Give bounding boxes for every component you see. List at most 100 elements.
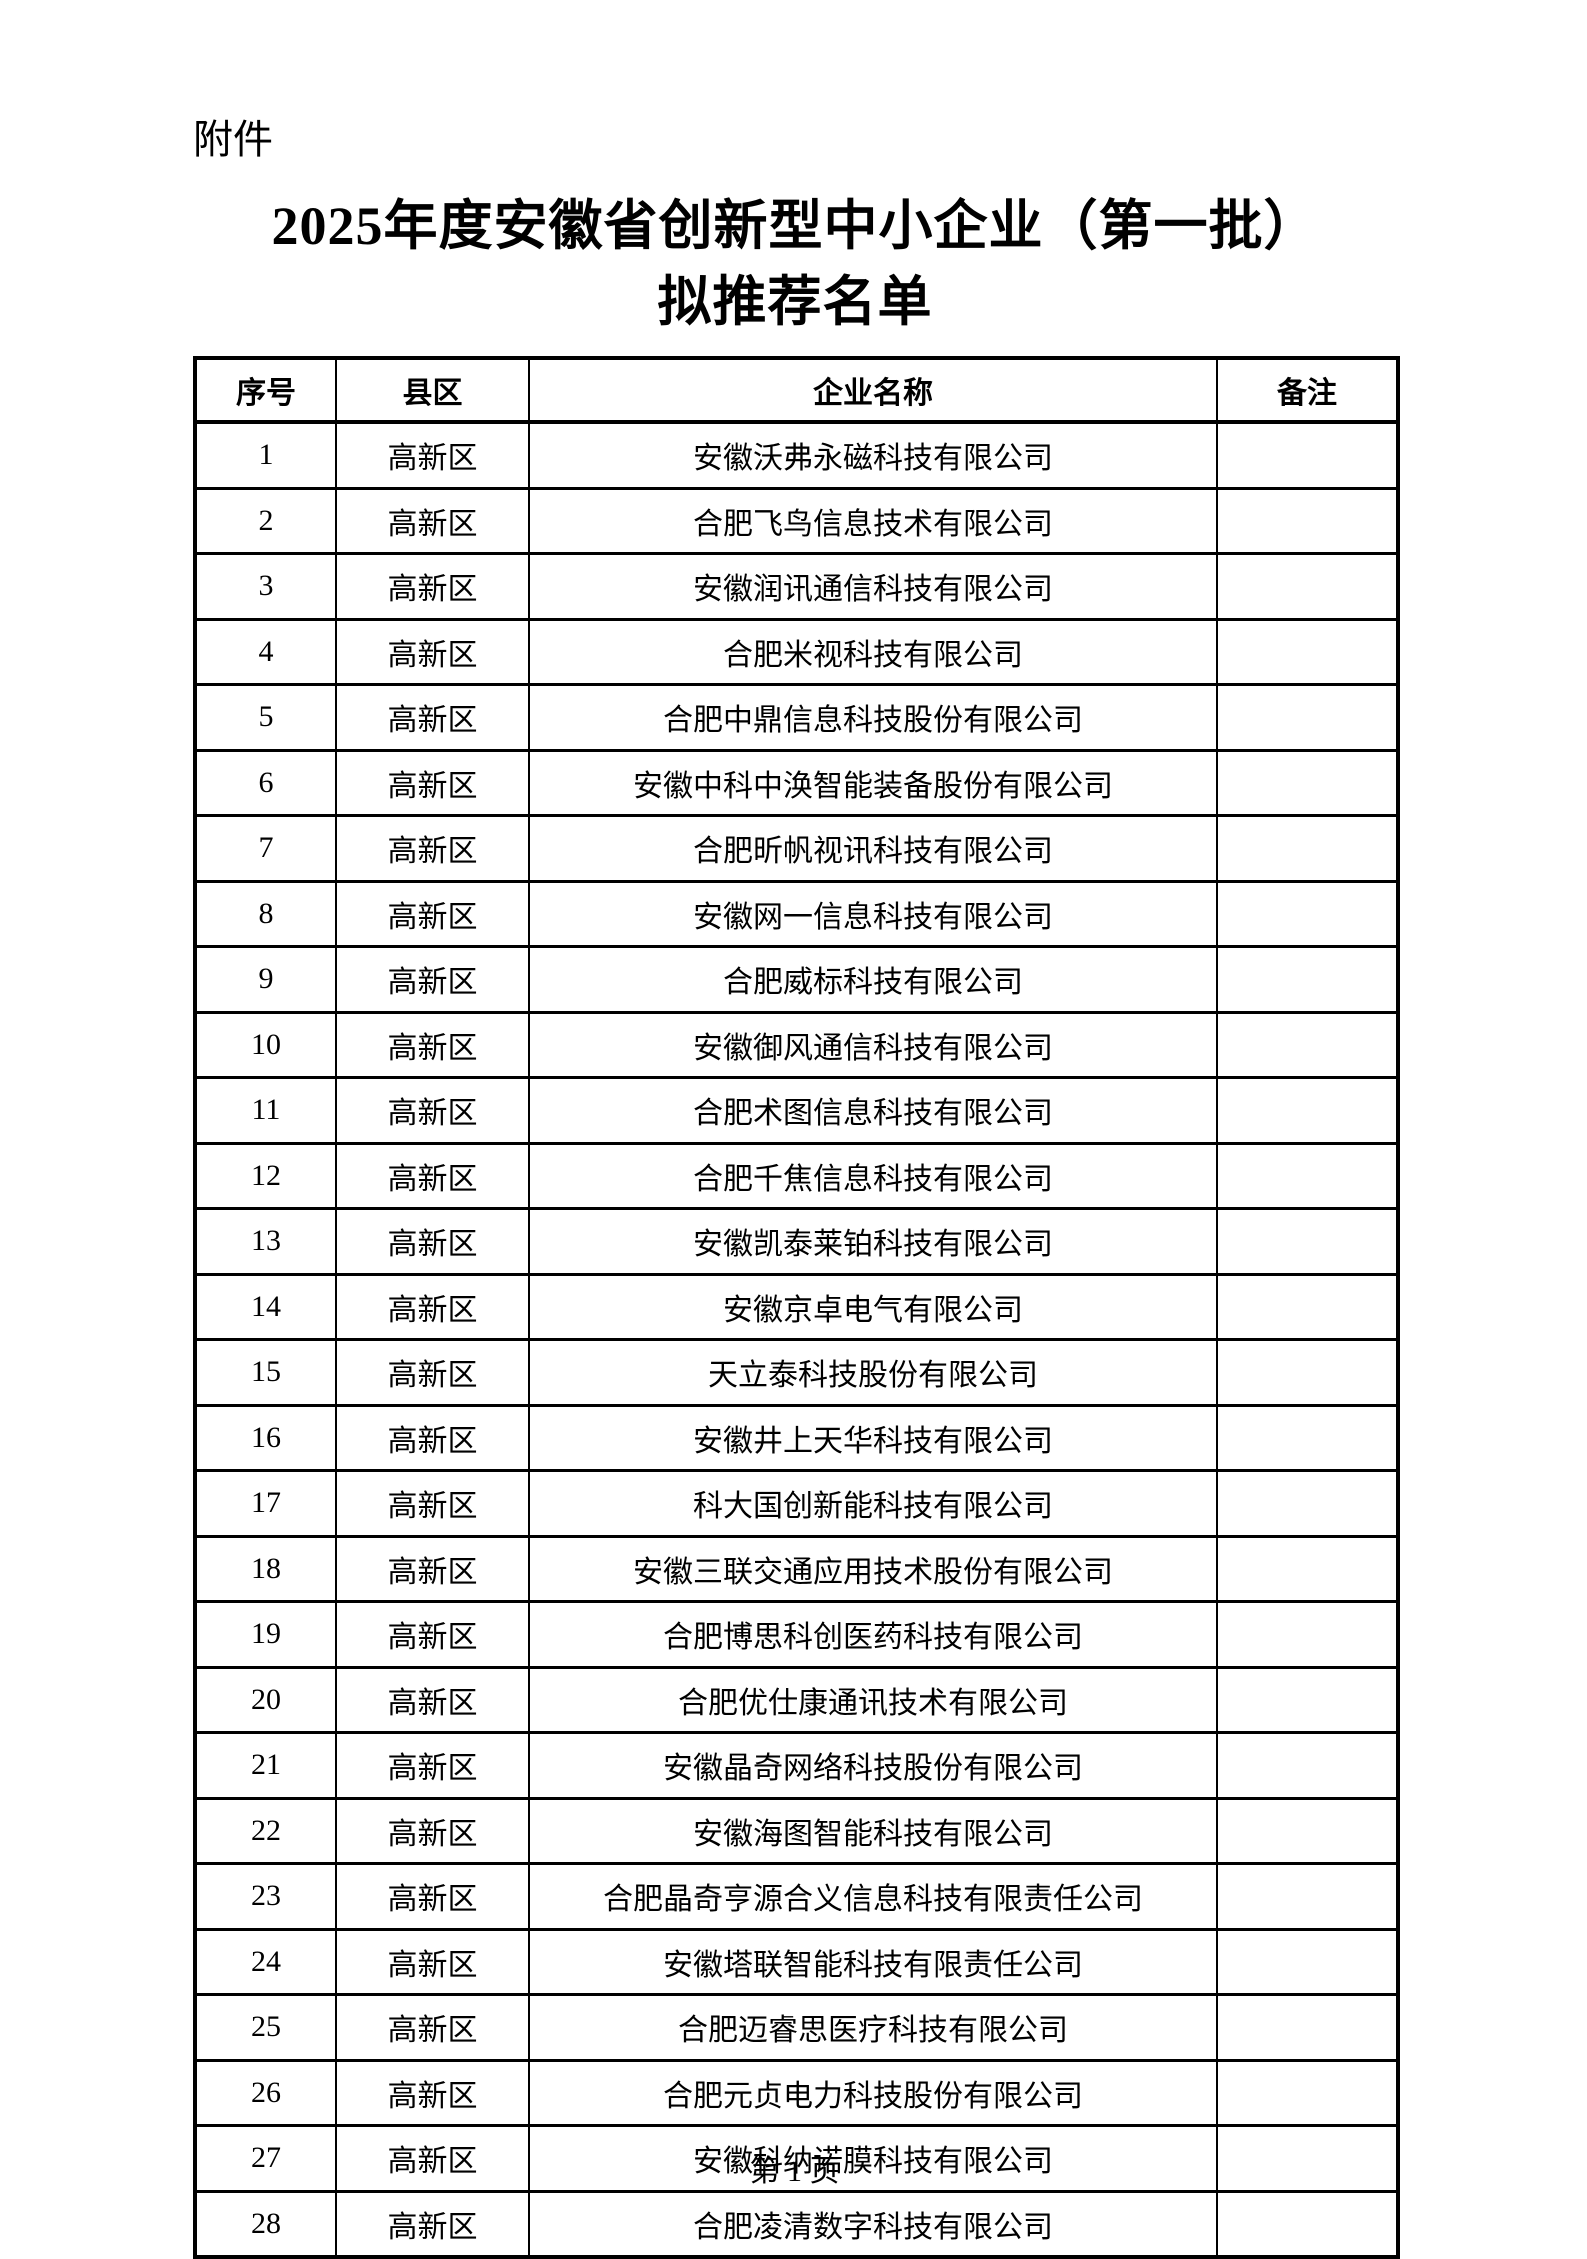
cell-district: 高新区	[335, 1534, 530, 1603]
cell-district: 高新区	[335, 683, 530, 752]
cell-remark	[1216, 814, 1399, 883]
cell-remark	[1216, 1862, 1399, 1931]
table-row: 14 高新区 安徽京卓电气有限公司	[194, 1272, 1399, 1341]
cell-company: 合肥飞鸟信息技术有限公司	[528, 486, 1218, 555]
cell-company: 天立泰科技股份有限公司	[528, 1338, 1218, 1407]
cell-no: 28	[194, 2189, 337, 2259]
cell-remark	[1216, 1600, 1399, 1669]
cell-remark	[1216, 617, 1399, 686]
cell-remark	[1216, 1272, 1399, 1341]
cell-company: 合肥中鼎信息科技股份有限公司	[528, 683, 1218, 752]
cell-district: 高新区	[335, 814, 530, 883]
table-row: 1 高新区 安徽沃弗永磁科技有限公司	[194, 420, 1399, 490]
cell-no: 24	[194, 1927, 337, 1996]
cell-no: 16	[194, 1403, 337, 1472]
cell-remark	[1216, 2124, 1399, 2193]
cell-company: 安徽网一信息科技有限公司	[528, 879, 1218, 948]
header-cell-district: 县区	[335, 356, 530, 424]
cell-no: 18	[194, 1534, 337, 1603]
cell-remark	[1216, 1141, 1399, 1210]
header-cell-no: 序号	[194, 356, 337, 424]
table-header-row: 序号 县区 企业名称 备注	[194, 356, 1399, 424]
cell-remark	[1216, 945, 1399, 1014]
cell-company: 合肥晶奇亨源合义信息科技有限责任公司	[528, 1862, 1218, 1931]
cell-remark	[1216, 552, 1399, 621]
cell-company: 安徽晶奇网络科技股份有限公司	[528, 1731, 1218, 1800]
cell-remark	[1216, 1010, 1399, 1079]
cell-remark	[1216, 1534, 1399, 1603]
table-row: 23 高新区 合肥晶奇亨源合义信息科技有限责任公司	[194, 1862, 1399, 1931]
table-row: 24 高新区 安徽塔联智能科技有限责任公司	[194, 1927, 1399, 1996]
page-footer: 第 1 页	[749, 2155, 840, 2188]
table-row: 13 高新区 安徽凯泰莱铂科技有限公司	[194, 1207, 1399, 1276]
table-row: 4 高新区 合肥米视科技有限公司	[194, 617, 1399, 686]
header-cell-remark: 备注	[1216, 356, 1399, 424]
cell-no: 8	[194, 879, 337, 948]
cell-district: 高新区	[335, 1665, 530, 1734]
cell-company: 安徽润讯通信科技有限公司	[528, 552, 1218, 621]
table-row: 5 高新区 合肥中鼎信息科技股份有限公司	[194, 683, 1399, 752]
table-row: 9 高新区 合肥威标科技有限公司	[194, 945, 1399, 1014]
cell-district: 高新区	[335, 1600, 530, 1669]
table-row: 26 高新区 合肥元贞电力科技股份有限公司	[194, 2058, 1399, 2127]
table-row: 20 高新区 合肥优仕康通讯技术有限公司	[194, 1665, 1399, 1734]
cell-remark	[1216, 1338, 1399, 1407]
cell-remark	[1216, 879, 1399, 948]
table-row: 17 高新区 科大国创新能科技有限公司	[194, 1469, 1399, 1538]
cell-company: 合肥博思科创医药科技有限公司	[528, 1600, 1218, 1669]
table-row: 21 高新区 安徽晶奇网络科技股份有限公司	[194, 1731, 1399, 1800]
cell-no: 6	[194, 748, 337, 817]
companies-table: 序号 县区 企业名称 备注 1 高新区 安徽沃弗永磁科技有限公司 2 高新区 合…	[193, 356, 1400, 2259]
cell-company: 安徽塔联智能科技有限责任公司	[528, 1927, 1218, 1996]
cell-company: 合肥凌清数字科技有限公司	[528, 2189, 1218, 2259]
cell-no: 11	[194, 1076, 337, 1145]
cell-remark	[1216, 420, 1399, 490]
cell-no: 7	[194, 814, 337, 883]
company-table-body: 1 高新区 安徽沃弗永磁科技有限公司 2 高新区 合肥飞鸟信息技术有限公司 3 …	[194, 420, 1399, 2259]
cell-company: 安徽科纳诺膜科技有限公司	[528, 2124, 1218, 2193]
table-row: 16 高新区 安徽井上天华科技有限公司	[194, 1403, 1399, 1472]
table-row: 11 高新区 合肥术图信息科技有限公司	[194, 1076, 1399, 1145]
cell-remark	[1216, 1993, 1399, 2062]
cell-company: 安徽凯泰莱铂科技有限公司	[528, 1207, 1218, 1276]
cell-remark	[1216, 1665, 1399, 1734]
cell-district: 高新区	[335, 1141, 530, 1210]
cell-district: 高新区	[335, 1010, 530, 1079]
cell-company: 合肥优仕康通讯技术有限公司	[528, 1665, 1218, 1734]
cell-district: 高新区	[335, 1469, 530, 1538]
document-title: 2025年度安徽省创新型中小企业（第一批） 拟推荐名单	[160, 188, 1430, 340]
cell-district: 高新区	[335, 1338, 530, 1407]
table-row: 8 高新区 安徽网一信息科技有限公司	[194, 879, 1399, 948]
table-row: 22 高新区 安徽海图智能科技有限公司	[194, 1796, 1399, 1865]
cell-remark	[1216, 1207, 1399, 1276]
cell-no: 3	[194, 552, 337, 621]
cell-no: 22	[194, 1796, 337, 1865]
cell-remark	[1216, 1796, 1399, 1865]
cell-company: 合肥术图信息科技有限公司	[528, 1076, 1218, 1145]
cell-district: 高新区	[335, 1076, 530, 1145]
cell-district: 高新区	[335, 486, 530, 555]
cell-district: 高新区	[335, 1731, 530, 1800]
cell-district: 高新区	[335, 2058, 530, 2127]
cell-district: 高新区	[335, 2189, 530, 2259]
cell-company: 科大国创新能科技有限公司	[528, 1469, 1218, 1538]
table-row: 12 高新区 合肥千焦信息科技有限公司	[194, 1141, 1399, 1210]
table-row: 18 高新区 安徽三联交通应用技术股份有限公司	[194, 1534, 1399, 1603]
cell-no: 2	[194, 486, 337, 555]
cell-no: 13	[194, 1207, 337, 1276]
title-line-2: 拟推荐名单	[657, 272, 933, 332]
cell-remark	[1216, 683, 1399, 752]
cell-no: 27	[194, 2124, 337, 2193]
cell-district: 高新区	[335, 2124, 530, 2193]
cell-no: 14	[194, 1272, 337, 1341]
cell-no: 26	[194, 2058, 337, 2127]
cell-no: 23	[194, 1862, 337, 1931]
cell-no: 21	[194, 1731, 337, 1800]
cell-district: 高新区	[335, 1207, 530, 1276]
cell-company: 安徽中科中涣智能装备股份有限公司	[528, 748, 1218, 817]
cell-remark	[1216, 1731, 1399, 1800]
cell-district: 高新区	[335, 945, 530, 1014]
cell-no: 5	[194, 683, 337, 752]
cell-remark	[1216, 1076, 1399, 1145]
cell-district: 高新区	[335, 1272, 530, 1341]
